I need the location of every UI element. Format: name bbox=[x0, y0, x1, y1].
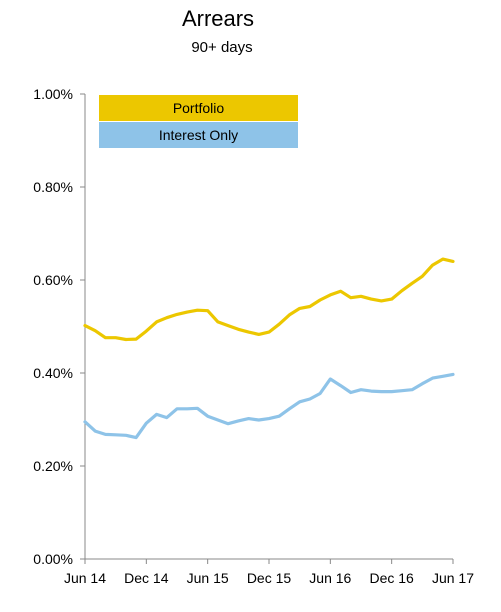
legend-swatch-interest-only bbox=[99, 122, 298, 148]
chart-subtitle: 90+ days bbox=[191, 39, 252, 56]
y-tick-label: 0.80% bbox=[33, 179, 73, 195]
x-tick-label: Dec 14 bbox=[124, 570, 169, 586]
chart-title: Arrears bbox=[182, 6, 254, 31]
y-tick-label: 0.20% bbox=[33, 458, 73, 474]
axes: 0.00% 0.20% 0.40% 0.60% 0.80% 1.00% Jun 14 Dec … bbox=[33, 86, 474, 586]
x-tick-label: Jun 16 bbox=[309, 570, 351, 586]
series-layer bbox=[83, 257, 455, 440]
y-tick-label: 0.60% bbox=[33, 272, 73, 288]
legend-label-portfolio: Portfolio bbox=[173, 100, 225, 116]
legend-label-interest-only: Interest Only bbox=[159, 127, 238, 143]
y-tick-label: 1.00% bbox=[33, 86, 73, 102]
x-tick-label: Jun 15 bbox=[187, 570, 229, 586]
x-tick-label: Dec 16 bbox=[369, 570, 414, 586]
series-line-interest-only bbox=[83, 372, 455, 440]
legend: Portfolio Interest Only bbox=[99, 95, 298, 148]
series-line-portfolio bbox=[83, 257, 455, 342]
legend-swatch-portfolio bbox=[99, 95, 298, 121]
x-tick-label: Dec 15 bbox=[247, 570, 292, 586]
x-tick-label: Jun 17 bbox=[432, 570, 474, 586]
y-tick-label: 0.40% bbox=[33, 365, 73, 381]
x-tick-label: Jun 14 bbox=[64, 570, 106, 586]
y-tick-label: 0.00% bbox=[33, 551, 73, 567]
